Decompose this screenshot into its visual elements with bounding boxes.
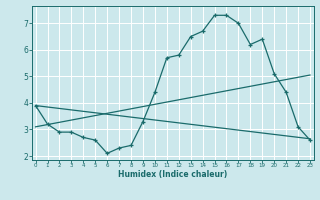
X-axis label: Humidex (Indice chaleur): Humidex (Indice chaleur) [118,170,228,179]
